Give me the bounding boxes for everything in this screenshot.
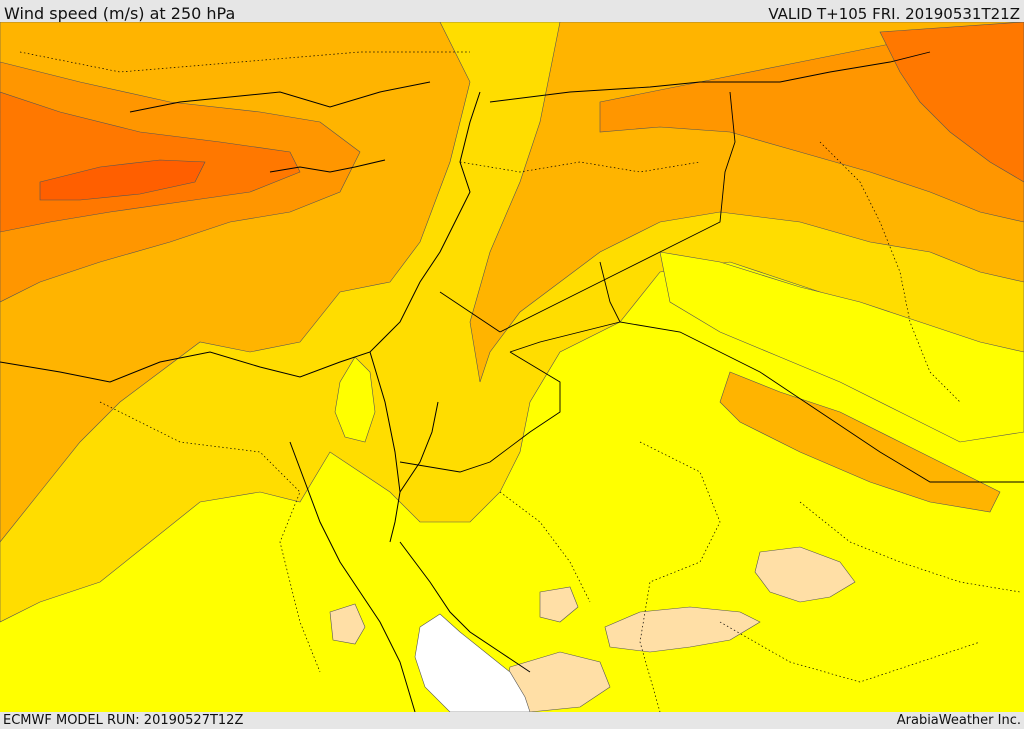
zone-very-low xyxy=(414,613,531,712)
admin-boundaries xyxy=(19,51,1021,712)
zone-low-patch-1 xyxy=(754,546,856,603)
coastlines xyxy=(0,81,531,712)
zone-moderate-tongue xyxy=(334,356,376,443)
zone-strong-east xyxy=(879,22,1024,183)
zone-very-strong-west xyxy=(39,159,206,201)
wind-speed-map[interactable] xyxy=(0,22,1024,712)
footer-bar: ECMWF MODEL RUN: 20190527T12Z ArabiaWeat… xyxy=(0,712,1024,729)
map-title: Wind speed (m/s) at 250 hPa xyxy=(4,4,236,23)
credit: ArabiaWeather Inc. xyxy=(896,713,1021,728)
map-canvas xyxy=(0,22,1024,712)
zone-moderate-east xyxy=(659,251,1024,443)
zone-high-band xyxy=(719,371,1001,513)
national-borders xyxy=(399,51,1024,483)
zone-low-patch-3 xyxy=(539,586,579,623)
zone-low-patch-4 xyxy=(329,603,366,645)
valid-time: VALID T+105 FRI. 20190531T21Z xyxy=(768,5,1020,23)
model-run: ECMWF MODEL RUN: 20190527T12Z xyxy=(3,713,244,728)
header-bar: Wind speed (m/s) at 250 hPa VALID T+105 … xyxy=(0,0,1024,23)
